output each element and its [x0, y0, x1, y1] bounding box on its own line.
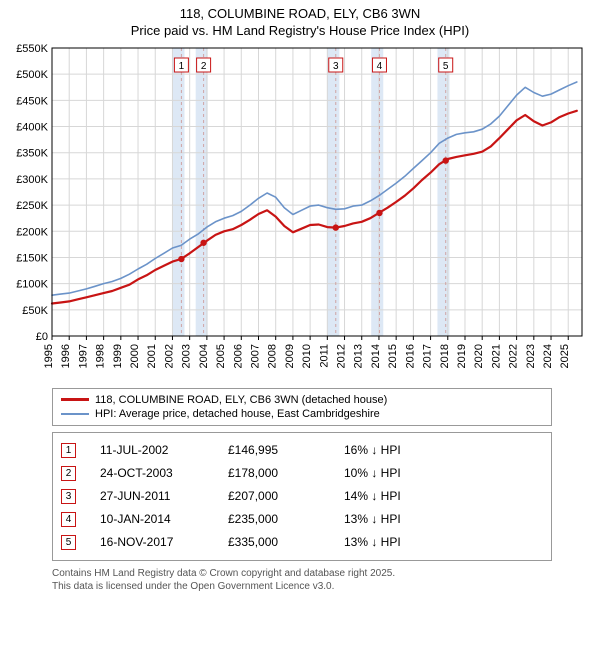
svg-text:2010: 2010 [301, 344, 313, 368]
sales-marker: 4 [61, 512, 76, 527]
svg-text:2024: 2024 [542, 344, 554, 368]
sales-date: 11-JUL-2002 [82, 443, 222, 457]
svg-text:2013: 2013 [353, 344, 365, 368]
svg-text:2019: 2019 [456, 344, 468, 368]
legend-label: HPI: Average price, detached house, East… [95, 408, 380, 420]
svg-text:£450K: £450K [16, 95, 48, 107]
svg-text:2012: 2012 [336, 344, 348, 368]
svg-text:2009: 2009 [284, 344, 296, 368]
sales-marker: 5 [61, 535, 76, 550]
svg-text:2004: 2004 [198, 344, 210, 368]
svg-text:2015: 2015 [387, 344, 399, 368]
sales-row: 5 16-NOV-2017 £335,000 13% ↓ HPI [61, 531, 543, 554]
svg-text:£250K: £250K [16, 200, 48, 212]
sales-price: £235,000 [228, 512, 338, 526]
svg-text:2011: 2011 [318, 344, 330, 368]
svg-text:2006: 2006 [232, 344, 244, 368]
chart-title-line1: 118, COLUMBINE ROAD, ELY, CB6 3WN [8, 6, 592, 23]
svg-text:5: 5 [443, 61, 449, 72]
svg-text:£200K: £200K [16, 226, 48, 238]
footnote: Contains HM Land Registry data © Crown c… [52, 567, 592, 593]
svg-text:2: 2 [201, 61, 207, 72]
svg-text:£150K: £150K [16, 252, 48, 264]
svg-text:2007: 2007 [249, 344, 261, 368]
svg-text:£350K: £350K [16, 148, 48, 160]
svg-text:2023: 2023 [525, 344, 537, 368]
sales-row: 3 27-JUN-2011 £207,000 14% ↓ HPI [61, 485, 543, 508]
svg-text:2017: 2017 [422, 344, 434, 368]
svg-text:1995: 1995 [43, 344, 55, 368]
svg-text:2008: 2008 [267, 344, 279, 368]
sales-delta: 10% ↓ HPI [344, 466, 454, 480]
sales-date: 10-JAN-2014 [82, 512, 222, 526]
svg-text:2021: 2021 [490, 344, 502, 368]
svg-text:1999: 1999 [112, 344, 124, 368]
sales-price: £178,000 [228, 466, 338, 480]
legend: 118, COLUMBINE ROAD, ELY, CB6 3WN (detac… [52, 388, 552, 426]
sales-date: 16-NOV-2017 [82, 535, 222, 549]
sales-delta: 13% ↓ HPI [344, 512, 454, 526]
sales-marker: 3 [61, 489, 76, 504]
footnote-line2: This data is licensed under the Open Gov… [52, 580, 592, 593]
chart-plot: £0 £50K £100K £150K £200K £250K £300K £350K £400… [8, 42, 592, 382]
chart-title-line2: Price paid vs. HM Land Registry's House … [8, 23, 592, 38]
svg-text:2025: 2025 [559, 344, 571, 368]
svg-text:2014: 2014 [370, 344, 382, 368]
sales-delta: 16% ↓ HPI [344, 443, 454, 457]
svg-text:2005: 2005 [215, 344, 227, 368]
legend-swatch [61, 413, 89, 415]
svg-text:2003: 2003 [181, 344, 193, 368]
legend-item: 118, COLUMBINE ROAD, ELY, CB6 3WN (detac… [61, 393, 543, 407]
sales-table: 1 11-JUL-2002 £146,995 16% ↓ HPI 2 24-OCT-200… [52, 432, 552, 561]
svg-text:£550K: £550K [16, 43, 48, 55]
sales-row: 2 24-OCT-2003 £178,000 10% ↓ HPI [61, 462, 543, 485]
svg-text:1997: 1997 [77, 344, 89, 368]
svg-text:2016: 2016 [404, 344, 416, 368]
svg-text:2000: 2000 [129, 344, 141, 368]
svg-text:2002: 2002 [163, 344, 175, 368]
svg-text:1998: 1998 [95, 344, 107, 368]
svg-text:£500K: £500K [16, 69, 48, 81]
sales-marker: 1 [61, 443, 76, 458]
sales-marker: 2 [61, 466, 76, 481]
sales-delta: 14% ↓ HPI [344, 489, 454, 503]
sales-row: 1 11-JUL-2002 £146,995 16% ↓ HPI [61, 439, 543, 462]
svg-text:2018: 2018 [439, 344, 451, 368]
sales-date: 27-JUN-2011 [82, 489, 222, 503]
chart-container: 118, COLUMBINE ROAD, ELY, CB6 3WN Price … [0, 0, 600, 601]
sales-row: 4 10-JAN-2014 £235,000 13% ↓ HPI [61, 508, 543, 531]
sales-delta: 13% ↓ HPI [344, 535, 454, 549]
sales-price: £207,000 [228, 489, 338, 503]
footnote-line1: Contains HM Land Registry data © Crown c… [52, 567, 592, 580]
svg-text:1996: 1996 [60, 344, 72, 368]
svg-text:£50K: £50K [22, 305, 48, 317]
svg-text:2022: 2022 [508, 344, 520, 368]
sales-price: £146,995 [228, 443, 338, 457]
legend-label: 118, COLUMBINE ROAD, ELY, CB6 3WN (detac… [95, 394, 387, 406]
svg-text:£0: £0 [36, 331, 48, 343]
svg-text:3: 3 [333, 61, 339, 72]
svg-text:£300K: £300K [16, 174, 48, 186]
svg-text:£400K: £400K [16, 121, 48, 133]
svg-text:£100K: £100K [16, 279, 48, 291]
chart-svg: £0 £50K £100K £150K £200K £250K £300K £350K £400… [8, 42, 592, 382]
svg-text:2001: 2001 [146, 344, 158, 368]
svg-text:4: 4 [377, 61, 383, 72]
sales-date: 24-OCT-2003 [82, 466, 222, 480]
legend-item: HPI: Average price, detached house, East… [61, 407, 543, 421]
svg-text:1: 1 [179, 61, 185, 72]
legend-swatch [61, 398, 89, 401]
svg-text:2020: 2020 [473, 344, 485, 368]
sales-price: £335,000 [228, 535, 338, 549]
